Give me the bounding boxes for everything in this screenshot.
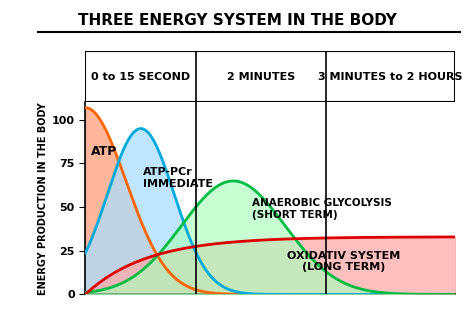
Text: 2 MINUTES: 2 MINUTES xyxy=(227,72,295,82)
Text: 0 to 15 SECOND: 0 to 15 SECOND xyxy=(91,72,191,82)
Text: ATP: ATP xyxy=(91,145,117,158)
Text: 3 MINUTES to 2 HOURS: 3 MINUTES to 2 HOURS xyxy=(318,72,463,82)
Text: ANAEROBIC GLYCOLYSIS
(SHORT TERM): ANAEROBIC GLYCOLYSIS (SHORT TERM) xyxy=(252,198,392,220)
Text: ATP-PCr
IMMEDIATE: ATP-PCr IMMEDIATE xyxy=(143,167,213,188)
Y-axis label: ENERGY PRODUCTION IN THE BODY: ENERGY PRODUCTION IN THE BODY xyxy=(38,102,48,295)
FancyBboxPatch shape xyxy=(85,51,455,102)
Text: OXIDATIV SYSTEM
(LONG TERM): OXIDATIV SYSTEM (LONG TERM) xyxy=(288,251,401,272)
Text: THREE ENERGY SYSTEM IN THE BODY: THREE ENERGY SYSTEM IN THE BODY xyxy=(78,13,396,28)
